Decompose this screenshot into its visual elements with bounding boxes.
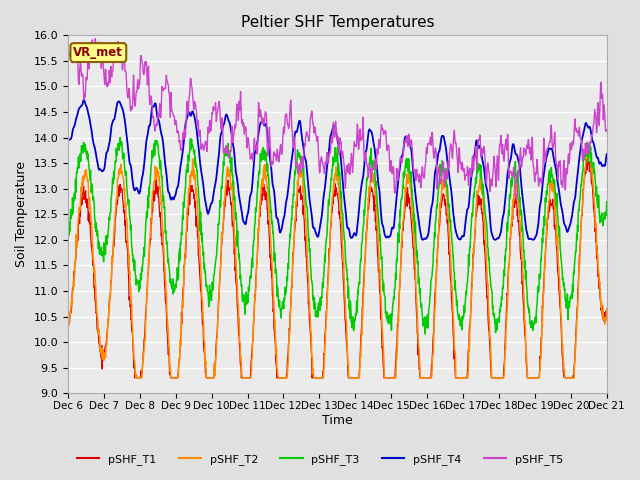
Legend: pSHF_T1, pSHF_T2, pSHF_T3, pSHF_T4, pSHF_T5: pSHF_T1, pSHF_T2, pSHF_T3, pSHF_T4, pSHF… — [72, 450, 568, 469]
pSHF_T2 — [64, 323, 72, 329]
Line: pSHF_T5: pSHF_T5 — [68, 38, 607, 200]
pSHF_T5 — [92, 36, 99, 41]
pSHF_T5 — [172, 122, 179, 128]
pSHF_T5 — [603, 128, 611, 134]
Title: Peltier SHF Temperatures: Peltier SHF Temperatures — [241, 15, 434, 30]
pSHF_T5 — [64, 46, 72, 51]
pSHF_T1 — [244, 375, 252, 381]
pSHF_T4 — [492, 237, 500, 242]
pSHF_T5 — [492, 176, 499, 181]
pSHF_T3 — [540, 231, 547, 237]
pSHF_T2 — [421, 375, 429, 381]
pSHF_T2 — [172, 375, 179, 381]
Line: pSHF_T1: pSHF_T1 — [68, 153, 607, 378]
Line: pSHF_T3: pSHF_T3 — [68, 138, 607, 334]
pSHF_T3 — [421, 331, 429, 337]
Line: pSHF_T4: pSHF_T4 — [68, 99, 607, 240]
pSHF_T1 — [64, 321, 72, 326]
pSHF_T3 — [603, 199, 611, 204]
pSHF_T5 — [513, 197, 520, 203]
pSHF_T1 — [540, 293, 547, 299]
pSHF_T2 — [132, 375, 140, 381]
pSHF_T5 — [421, 162, 429, 168]
pSHF_T1 — [603, 306, 611, 312]
pSHF_T2 — [540, 302, 547, 308]
pSHF_T1 — [492, 375, 499, 381]
pSHF_T5 — [244, 137, 252, 143]
Text: VR_met: VR_met — [74, 46, 124, 59]
Y-axis label: Soil Temperature: Soil Temperature — [15, 161, 28, 267]
pSHF_T1 — [584, 150, 591, 156]
pSHF_T3 — [422, 315, 429, 321]
pSHF_T4 — [244, 207, 252, 213]
pSHF_T5 — [184, 111, 192, 117]
pSHF_T4 — [421, 236, 429, 241]
pSHF_T3 — [244, 284, 252, 290]
pSHF_T4 — [603, 151, 611, 157]
pSHF_T3 — [64, 231, 72, 237]
pSHF_T4 — [184, 110, 192, 116]
pSHF_T1 — [131, 375, 139, 381]
pSHF_T2 — [184, 196, 192, 202]
pSHF_T2 — [244, 375, 252, 381]
pSHF_T2 — [492, 375, 499, 381]
pSHF_T4 — [540, 174, 547, 180]
pSHF_T2 — [603, 306, 611, 312]
pSHF_T4 — [64, 136, 72, 142]
pSHF_T3 — [172, 282, 179, 288]
pSHF_T4 — [80, 96, 88, 102]
pSHF_T5 — [540, 149, 547, 155]
pSHF_T4 — [172, 193, 179, 199]
Line: pSHF_T2: pSHF_T2 — [68, 147, 607, 378]
pSHF_T1 — [421, 375, 429, 381]
X-axis label: Time: Time — [322, 414, 353, 427]
pSHF_T4 — [492, 237, 499, 243]
pSHF_T3 — [184, 152, 192, 158]
pSHF_T1 — [184, 212, 192, 217]
pSHF_T2 — [584, 144, 592, 150]
pSHF_T3 — [116, 135, 124, 141]
pSHF_T3 — [492, 327, 500, 333]
pSHF_T1 — [172, 375, 179, 381]
